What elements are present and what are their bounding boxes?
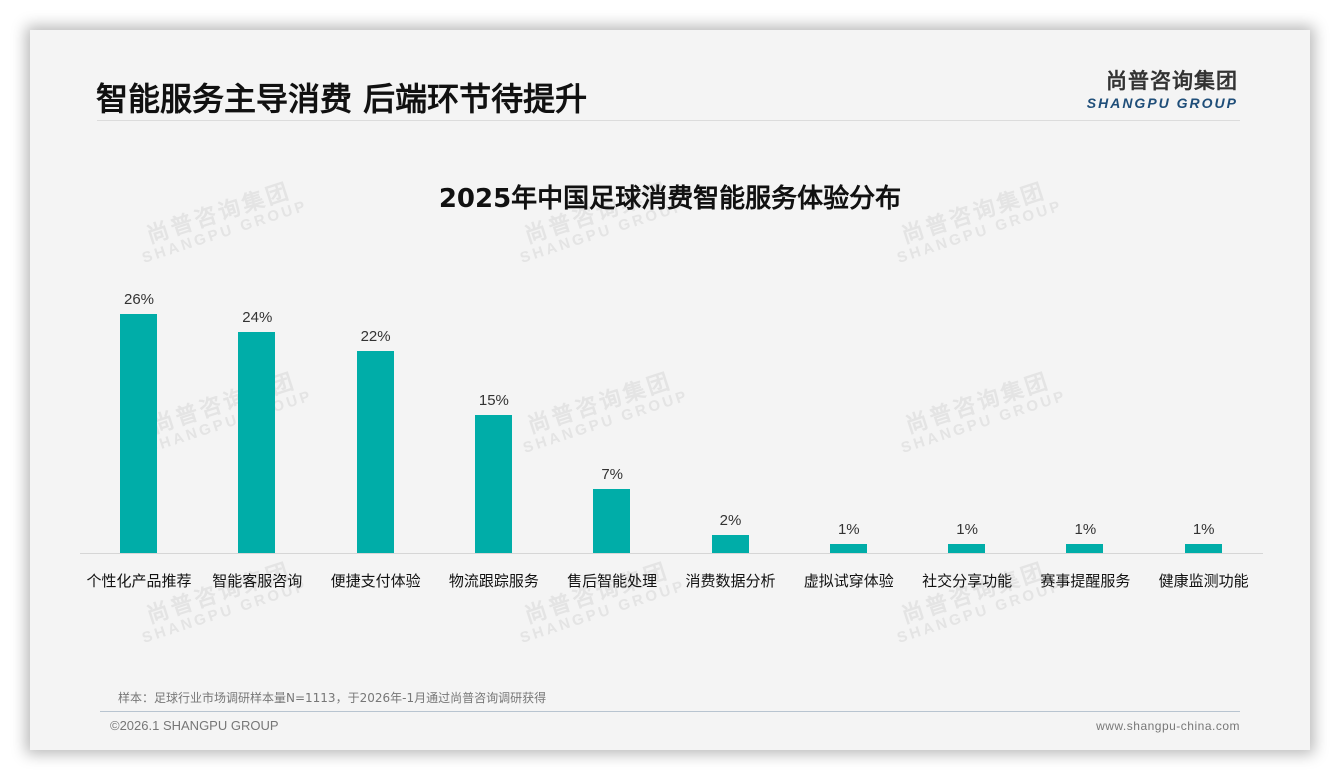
bar-value-label: 24% xyxy=(242,309,273,327)
category-label: 售后智能处理 xyxy=(567,572,658,590)
category-label: 便捷支付体验 xyxy=(330,572,421,590)
bar xyxy=(593,488,631,553)
page-title: 智能服务主导消费 后端环节待提升 xyxy=(96,80,588,118)
bar-column: 7% xyxy=(553,270,671,553)
footer-divider xyxy=(100,711,1240,712)
bar-value-label: 26% xyxy=(123,291,155,309)
bar-value-label: 2% xyxy=(719,511,742,529)
bar-column: 1% xyxy=(1026,270,1144,553)
bar xyxy=(1066,543,1104,553)
bar xyxy=(474,415,512,553)
category-label: 赛事提醒服务 xyxy=(1040,572,1131,590)
bar-column: 2% xyxy=(672,270,790,553)
bar xyxy=(829,543,867,553)
bar xyxy=(120,314,157,553)
bar-value-label: 15% xyxy=(478,392,509,410)
bar xyxy=(1184,543,1222,553)
category-label: 虚拟试穿体验 xyxy=(803,572,894,590)
bar-column: 1% xyxy=(790,270,908,553)
category-label: 个性化产品推荐 xyxy=(86,572,192,590)
category-label: 健康监测功能 xyxy=(1158,572,1249,590)
bar-column: 24% xyxy=(198,270,316,553)
x-axis-line xyxy=(80,553,1263,554)
bar xyxy=(948,543,986,553)
category-label: 社交分享功能 xyxy=(922,572,1013,590)
bar-value-label: 22% xyxy=(360,327,391,345)
bar xyxy=(238,332,276,553)
bar-value-label: 1% xyxy=(1192,520,1215,538)
bar-column: 22% xyxy=(317,270,435,553)
logo-cn-text: 尚普咨询集团 xyxy=(1106,69,1238,93)
logo-en-text: SHANGPU GROUP xyxy=(1086,95,1238,111)
bar-value-label: 1% xyxy=(837,520,860,538)
sample-note: 样本：足球行业市场调研样本量N=1113，于2026年-1月通过尚普咨询调研获得 xyxy=(118,691,547,705)
bar xyxy=(711,534,749,553)
bar-value-label: 7% xyxy=(601,465,624,483)
category-label: 消费数据分析 xyxy=(685,572,776,590)
slide: 智能服务主导消费 后端环节待提升 尚普咨询集团 SHANGPU GROUP 尚普… xyxy=(30,30,1310,750)
bar xyxy=(356,350,394,553)
bar-column: 1% xyxy=(908,270,1026,553)
website-link[interactable]: www.shangpu-china.com xyxy=(1096,719,1240,733)
bar-value-label: 1% xyxy=(1074,520,1097,538)
bar-chart-plot-area: 26% 24% 22% 15% 7% 2% 1% 1% 1% 1% xyxy=(80,270,1263,553)
bar-column: 26% xyxy=(80,270,198,553)
bar-column: 1% xyxy=(1145,270,1263,553)
bar-column: 15% xyxy=(435,270,553,553)
category-label: 物流跟踪服务 xyxy=(448,572,539,590)
header-divider xyxy=(97,120,1240,121)
copyright-text: ©2026.1 SHANGPU GROUP xyxy=(110,718,279,733)
category-label: 智能客服咨询 xyxy=(212,572,303,590)
company-logo: 尚普咨询集团 SHANGPU GROUP xyxy=(1087,65,1238,111)
bar-value-label: 1% xyxy=(956,520,978,538)
chart-title: 2025年中国足球消费智能服务体验分布 xyxy=(438,184,902,214)
